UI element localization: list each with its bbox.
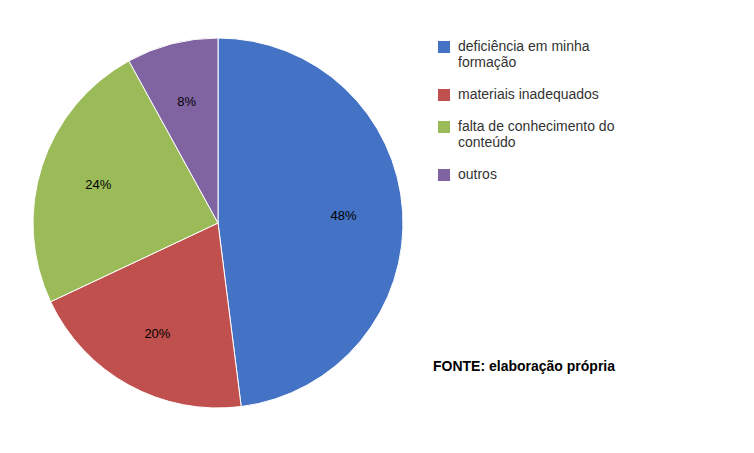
svg-text:24%: 24%: [85, 177, 111, 192]
html-text:falta de conhecimento do conte: falta de conhecimento do conteúdo: [458, 118, 615, 150]
svg-text:48%: 48%: [331, 208, 357, 223]
html-text:outros: outros: [458, 166, 497, 182]
svg-text:8%: 8%: [177, 94, 196, 109]
svg-text:20%: 20%: [144, 326, 170, 341]
html-text:deficiência em minha formação: deficiência em minha formação: [458, 38, 590, 70]
html-text:materiais inadequados: materiais inadequados: [458, 86, 599, 102]
html-text:FONTE: elaboração própria: FONTE: elaboração própria: [433, 358, 615, 374]
